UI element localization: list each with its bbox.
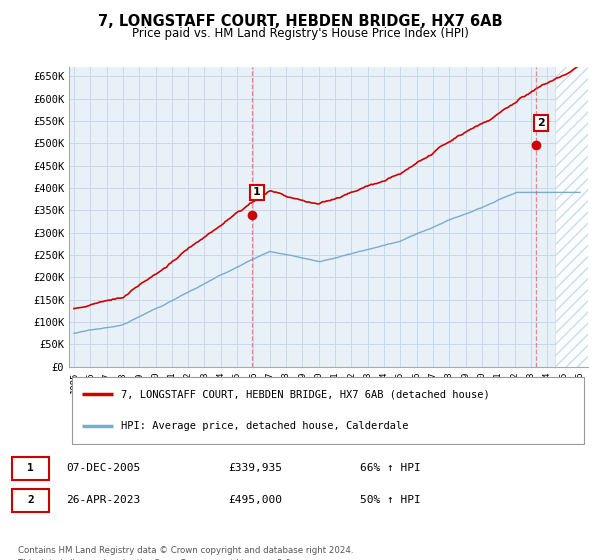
FancyBboxPatch shape	[12, 489, 49, 512]
Text: 1: 1	[253, 188, 261, 198]
FancyBboxPatch shape	[12, 457, 49, 479]
Text: 26-APR-2023: 26-APR-2023	[66, 495, 140, 505]
Text: £495,000: £495,000	[228, 495, 282, 505]
Text: 07-DEC-2005: 07-DEC-2005	[66, 463, 140, 473]
Text: 1: 1	[27, 463, 34, 473]
Text: 50% ↑ HPI: 50% ↑ HPI	[360, 495, 421, 505]
Text: 66% ↑ HPI: 66% ↑ HPI	[360, 463, 421, 473]
Text: HPI: Average price, detached house, Calderdale: HPI: Average price, detached house, Cald…	[121, 421, 409, 431]
FancyBboxPatch shape	[71, 377, 584, 444]
Text: Price paid vs. HM Land Registry's House Price Index (HPI): Price paid vs. HM Land Registry's House …	[131, 27, 469, 40]
Text: 7, LONGSTAFF COURT, HEBDEN BRIDGE, HX7 6AB: 7, LONGSTAFF COURT, HEBDEN BRIDGE, HX7 6…	[98, 14, 502, 29]
Text: 2: 2	[27, 495, 34, 505]
Text: 7, LONGSTAFF COURT, HEBDEN BRIDGE, HX7 6AB (detached house): 7, LONGSTAFF COURT, HEBDEN BRIDGE, HX7 6…	[121, 389, 490, 399]
Text: £339,935: £339,935	[228, 463, 282, 473]
Text: Contains HM Land Registry data © Crown copyright and database right 2024.
This d: Contains HM Land Registry data © Crown c…	[18, 546, 353, 560]
Text: 2: 2	[537, 118, 545, 128]
